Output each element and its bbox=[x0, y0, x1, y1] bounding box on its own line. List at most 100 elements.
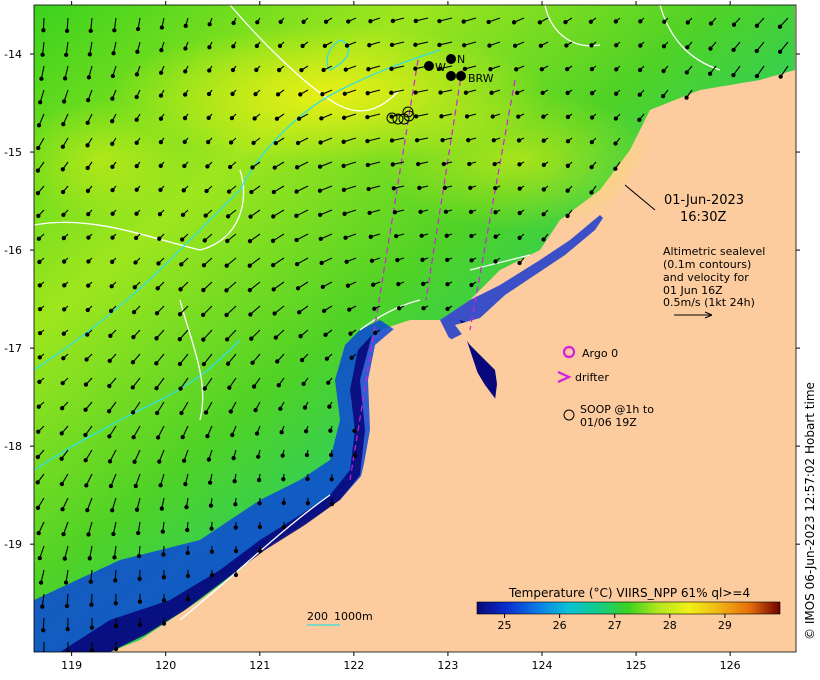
velocity-arrow-head bbox=[564, 66, 570, 72]
velocity-arrow-head bbox=[41, 28, 46, 33]
velocity-arrow bbox=[203, 353, 213, 365]
velocity-arrow-head bbox=[136, 530, 141, 536]
velocity-arrow-head bbox=[134, 211, 139, 216]
velocity-arrow-head bbox=[209, 549, 215, 554]
velocity-arrow-head bbox=[294, 189, 299, 194]
velocity-arrow-head bbox=[294, 213, 299, 218]
velocity-arrow-head bbox=[110, 119, 115, 124]
velocity-arrow-head bbox=[317, 212, 323, 218]
velocity-arrow-head bbox=[517, 210, 522, 216]
y-tick-label: -18 bbox=[4, 440, 22, 453]
velocity-arrow-head bbox=[86, 283, 91, 288]
velocity-arrow-head bbox=[707, 71, 713, 76]
velocity-arrow bbox=[66, 17, 69, 31]
velocity-arrow-head bbox=[271, 287, 276, 292]
velocity-arrow-head bbox=[161, 575, 167, 580]
velocity-arrow-head bbox=[540, 90, 545, 96]
velocity-arrow-head bbox=[231, 44, 236, 49]
velocity-arrow-head bbox=[39, 76, 44, 81]
velocity-arrow-head bbox=[565, 139, 571, 144]
velocity-arrow-head bbox=[365, 138, 370, 144]
velocity-arrow-head bbox=[323, 19, 329, 24]
velocity-arrow-head bbox=[255, 20, 260, 25]
velocity-arrow-head bbox=[137, 622, 143, 627]
velocity-arrow-head bbox=[438, 90, 443, 95]
velocity-arrow-head bbox=[342, 91, 347, 96]
velocity-arrow-head bbox=[250, 165, 255, 170]
velocity-arrow-head bbox=[538, 43, 543, 48]
velocity-arrow-head bbox=[320, 284, 325, 290]
velocity-arrow-head bbox=[110, 211, 115, 216]
x-tick-label: 120 bbox=[155, 659, 176, 672]
x-tick-label: 126 bbox=[720, 659, 741, 672]
velocity-arrow-head bbox=[233, 572, 239, 578]
velocity-arrow-head bbox=[247, 263, 252, 268]
velocity-arrow-head bbox=[417, 185, 422, 191]
velocity-arrow-head bbox=[111, 51, 116, 56]
date-leader-line bbox=[624, 184, 656, 211]
velocity-arrow-head bbox=[491, 138, 496, 143]
velocity-arrow bbox=[249, 281, 261, 291]
temperature-colorbar: Temperature (°C) VIIRS_NPP 61% ql>=4 25 2… bbox=[476, 586, 781, 632]
velocity-arrow-head bbox=[461, 19, 466, 24]
velocity-arrow-head bbox=[323, 332, 328, 337]
colorbar-tick-label: 27 bbox=[608, 619, 622, 632]
velocity-arrow-head bbox=[420, 281, 426, 287]
velocity-arrow-head bbox=[299, 357, 305, 363]
velocity-arrow-head bbox=[493, 185, 498, 191]
velocity-arrow-head bbox=[206, 457, 212, 462]
velocity-arrow-head bbox=[297, 310, 302, 315]
velocity-arrow bbox=[319, 185, 333, 192]
y-tick-label: -14 bbox=[4, 48, 22, 61]
velocity-arrow-head bbox=[35, 190, 41, 196]
velocity-arrow-head bbox=[134, 72, 140, 77]
y-tick-label: -19 bbox=[4, 538, 22, 551]
velocity-arrow-head bbox=[589, 115, 595, 120]
altimetry-line-1: Altimetric sealevel bbox=[663, 245, 765, 258]
velocity-arrow-head bbox=[157, 212, 163, 217]
velocity-arrow-head bbox=[64, 52, 69, 58]
velocity-arrow-head bbox=[61, 331, 66, 336]
velocity-arrow-head bbox=[565, 213, 570, 219]
velocity-arrow-head bbox=[298, 92, 303, 97]
velocity-arrow-head bbox=[202, 238, 207, 243]
velocity-arrow-head bbox=[201, 361, 207, 367]
velocity-arrow-head bbox=[637, 92, 642, 97]
velocity-arrow-head bbox=[111, 531, 116, 537]
velocity-arrow-head bbox=[113, 601, 118, 606]
velocity-arrow-head bbox=[135, 49, 140, 54]
velocity-arrow-head bbox=[295, 286, 301, 291]
velocity-arrow-head bbox=[155, 286, 160, 291]
velocity-arrow-head bbox=[154, 336, 159, 341]
velocity-arrow-head bbox=[161, 552, 166, 557]
velocity-arrow-head bbox=[158, 139, 164, 145]
velocity-arrow-head bbox=[614, 43, 619, 48]
velocity-arrow-head bbox=[185, 527, 190, 533]
velocity-arrow-head bbox=[254, 431, 260, 436]
velocity-arrow-head bbox=[565, 163, 571, 168]
velocity-arrow-head bbox=[227, 164, 233, 170]
warm-pool-east bbox=[380, 90, 660, 230]
velocity-arrow-head bbox=[35, 454, 40, 460]
velocity-arrow-head bbox=[321, 308, 327, 314]
velocity-arrow-head bbox=[107, 459, 113, 464]
velocity-arrow-head bbox=[224, 337, 230, 342]
velocity-arrow-head bbox=[182, 115, 188, 121]
velocity-arrow-head bbox=[467, 161, 472, 167]
velocity-arrow-head bbox=[322, 43, 328, 48]
velocity-arrow-head bbox=[469, 233, 474, 239]
velocity-arrow bbox=[780, 65, 789, 77]
velocity-arrow-head bbox=[437, 42, 442, 48]
velocity-arrow-head bbox=[86, 259, 91, 264]
velocity-arrow-head bbox=[414, 138, 420, 143]
velocity-arrow-head bbox=[36, 404, 41, 409]
velocity-arrow-head bbox=[247, 287, 252, 293]
velocity-arrow-head bbox=[541, 114, 546, 119]
velocity-arrow-head bbox=[272, 311, 277, 316]
velocity-arrow-head bbox=[371, 282, 376, 287]
velocity-arrow-head bbox=[61, 99, 67, 104]
velocity-arrow-head bbox=[342, 211, 347, 216]
velocity-arrow-head bbox=[469, 282, 474, 288]
velocity-arrow-head bbox=[204, 188, 209, 194]
velocity-arrow-head bbox=[201, 312, 206, 318]
